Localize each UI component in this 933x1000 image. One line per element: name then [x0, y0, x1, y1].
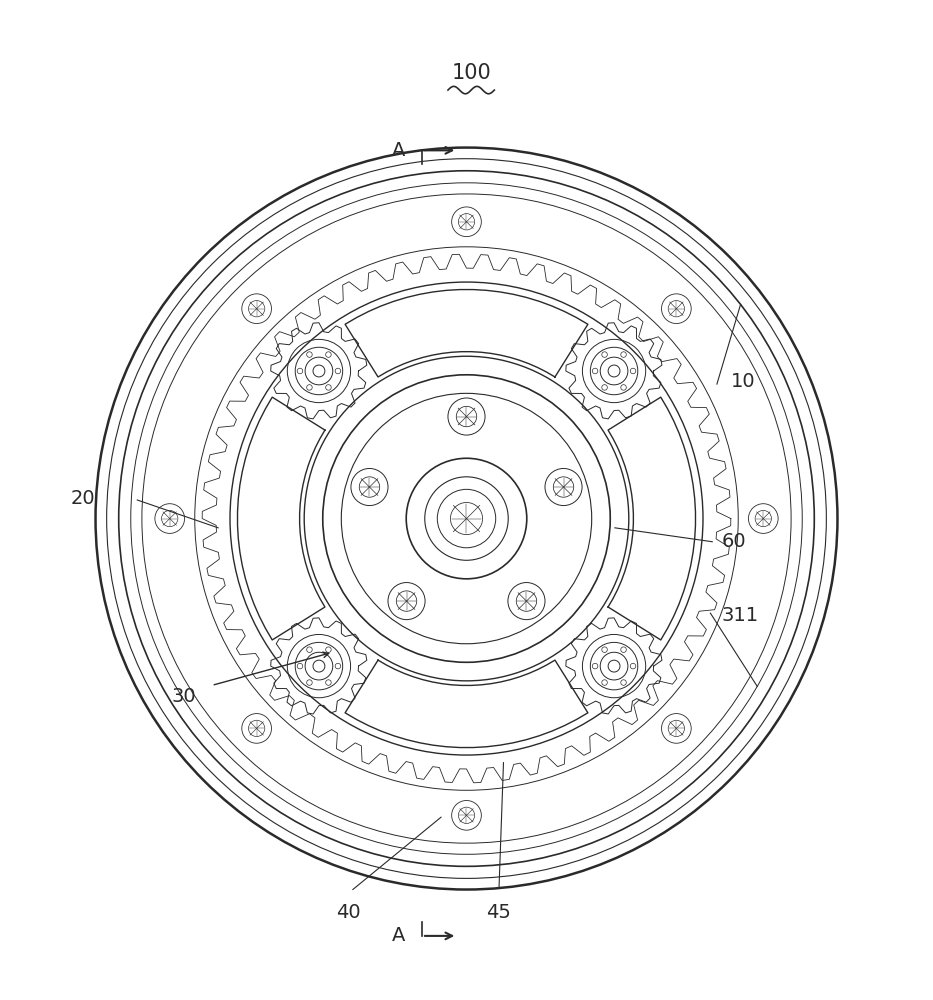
Text: A: A	[392, 141, 406, 160]
Text: 40: 40	[337, 903, 361, 922]
Text: 10: 10	[731, 372, 756, 391]
Text: A: A	[392, 926, 406, 945]
Text: 30: 30	[172, 687, 196, 706]
Text: 311: 311	[721, 606, 759, 625]
Text: 60: 60	[721, 532, 746, 551]
Text: 100: 100	[452, 63, 491, 83]
Text: 20: 20	[71, 489, 95, 508]
Text: 45: 45	[486, 903, 511, 922]
